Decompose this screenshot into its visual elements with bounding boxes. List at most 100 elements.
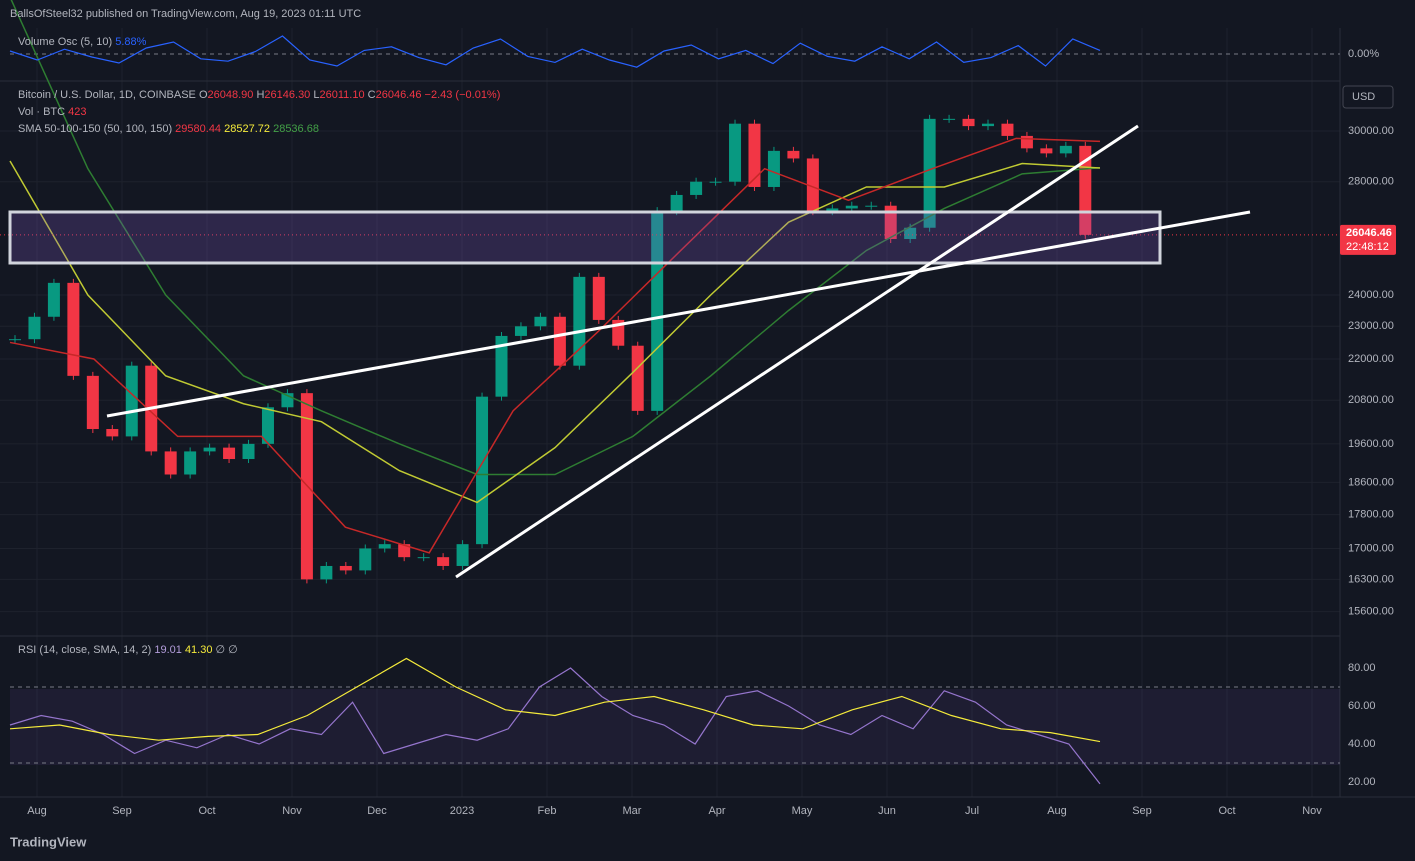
- candle-body: [495, 335, 508, 397]
- y-tick-label: 28000.00: [1348, 176, 1394, 188]
- osc-legend: Volume Osc (5, 10) 5.88%: [18, 36, 147, 48]
- grid: [0, 28, 1340, 797]
- y-tick-label: 15600.00: [1348, 606, 1394, 618]
- y-tick-label: 30000.00: [1348, 125, 1394, 137]
- x-tick-label: Oct: [1218, 805, 1235, 817]
- candle-body: [923, 118, 936, 228]
- currency[interactable]: USD: [1352, 91, 1375, 103]
- range-box: [8, 210, 1162, 265]
- sma-50: [9, 137, 1101, 554]
- candle-body: [67, 282, 80, 376]
- candle-body: [631, 345, 644, 411]
- candle-body: [534, 316, 547, 327]
- price-label-box: [1340, 224, 1396, 255]
- volume-legend: Vol · BTC 423: [18, 106, 87, 118]
- candle-body: [826, 208, 839, 212]
- candle-body: [28, 316, 41, 340]
- candle-body: [106, 429, 119, 437]
- candle-body: [592, 276, 605, 320]
- candle-body: [398, 544, 411, 558]
- candle-body: [943, 118, 956, 120]
- x-tick-label: Oct: [198, 805, 215, 817]
- x-tick-label: Feb: [538, 805, 557, 817]
- x-tick-label: Apr: [708, 805, 725, 817]
- x-tick-label: 2023: [450, 805, 474, 817]
- y-tick-label: 19600.00: [1348, 438, 1394, 450]
- candle-body: [184, 451, 197, 475]
- candle-body: [1059, 145, 1072, 154]
- y-tick-label: 17000.00: [1348, 542, 1394, 554]
- publisher: BallsOfSteel32 published on TradingView.…: [10, 8, 361, 20]
- candle-body: [9, 339, 21, 341]
- candle-body: [690, 181, 703, 195]
- y-tick-label: 24000.00: [1348, 289, 1394, 301]
- x-tick-label: Jun: [878, 805, 896, 817]
- candle-body: [865, 205, 878, 207]
- candle-body: [806, 158, 819, 212]
- x-tick-label: Jul: [965, 805, 979, 817]
- candle-body: [378, 544, 391, 549]
- rsi-tick-label: 60.00: [1348, 700, 1376, 712]
- countdown: 22:48:12: [1346, 241, 1389, 253]
- y-tick-label: 23000.00: [1348, 320, 1394, 332]
- currency-button[interactable]: [1342, 85, 1394, 109]
- rsi-line: [9, 667, 1101, 785]
- x-tick-label: Nov: [282, 805, 302, 817]
- sma-legend: SMA 50-100-150 (50, 100, 150) 29580.44 2…: [18, 123, 319, 135]
- y-tick-label: 20800.00: [1348, 394, 1394, 406]
- x-tick-label: Aug: [1047, 805, 1067, 817]
- rsi-tick-label: 80.00: [1348, 662, 1376, 674]
- x-tick-label: Nov: [1302, 805, 1322, 817]
- candle-body: [553, 316, 566, 366]
- symbol-legend: Bitcoin / U.S. Dollar, 1D, COINBASE O260…: [18, 89, 500, 101]
- y-tick-label: 16300.00: [1348, 573, 1394, 585]
- candle-body: [86, 375, 99, 430]
- x-tick-label: Sep: [112, 805, 132, 817]
- candle-body: [242, 443, 255, 460]
- y-tick-label: 18600.00: [1348, 476, 1394, 488]
- y-tick-label: 22000.00: [1348, 353, 1394, 365]
- x-tick-label: Dec: [367, 805, 387, 817]
- candle-body: [573, 276, 586, 366]
- x-tick-label: May: [792, 805, 813, 817]
- candle-body: [904, 227, 917, 240]
- candle-body: [1001, 123, 1014, 136]
- candle-body: [787, 150, 800, 159]
- candle-body: [417, 557, 430, 559]
- candle-body: [261, 407, 274, 444]
- candle-body: [651, 211, 664, 411]
- candle-body: [514, 326, 527, 336]
- candle-body: [476, 396, 489, 545]
- x-tick-label: Mar: [623, 805, 642, 817]
- trend-line: [106, 210, 1251, 418]
- candle-body: [164, 451, 177, 475]
- footer-brand: TradingView: [10, 834, 87, 849]
- candle-body: [748, 123, 761, 187]
- trend-line: [455, 124, 1139, 579]
- candle-body: [223, 447, 236, 460]
- candle-body: [962, 118, 975, 127]
- candle-body: [729, 123, 742, 182]
- candle-body: [339, 565, 352, 571]
- candle-body: [709, 181, 722, 183]
- candle-body: [437, 557, 450, 566]
- last-price: 26046.46: [1346, 227, 1392, 239]
- candle-body: [982, 123, 994, 127]
- candle-body: [670, 194, 683, 212]
- sma-150: [10, 0, 1101, 476]
- osc-line: [9, 35, 1101, 68]
- rsi-band: [10, 689, 1340, 765]
- candle-body: [767, 150, 780, 187]
- sma-100: [9, 160, 1101, 504]
- candle-body: [125, 365, 138, 437]
- candle-body: [203, 447, 216, 452]
- osc-tick-label: 0.00%: [1348, 48, 1379, 60]
- y-tick-label: 17800.00: [1348, 509, 1394, 521]
- x-tick-label: Aug: [27, 805, 47, 817]
- candle-body: [1040, 148, 1053, 154]
- candle-body: [1020, 135, 1033, 149]
- rsi-tick-label: 40.00: [1348, 738, 1376, 750]
- x-tick-label: Sep: [1132, 805, 1152, 817]
